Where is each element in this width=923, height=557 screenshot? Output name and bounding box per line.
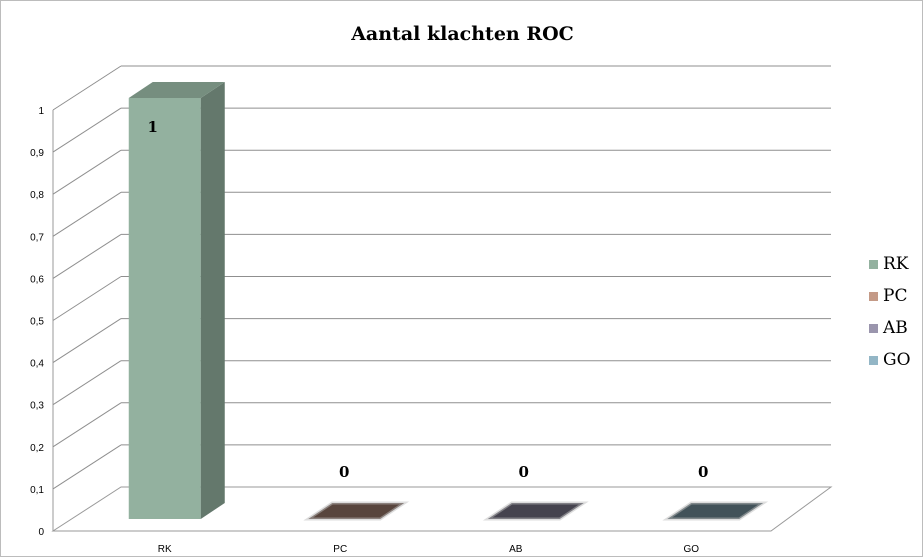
gridline-side [52,107,122,153]
bar-ab [482,501,589,521]
bar-pc [303,501,410,521]
data-label: 1 [148,118,158,136]
y-tick-label: 0,1 [30,485,44,496]
plot-walls [51,65,833,532]
gridline-side [52,233,122,279]
y-tick-label: 0,9 [30,148,44,159]
gridline-side [52,191,122,237]
legend-label: PC [883,286,908,306]
legend-swatch [869,259,878,269]
x-tick-label: RK [158,544,172,555]
legend-item-rk: RK [869,248,911,280]
y-axis-ticks: 0 0,1 0,2 0,3 0,4 0,5 0,6 0,7 0,8 0,9 1 [30,106,44,538]
legend-swatch [869,355,878,365]
gridline-side [52,318,122,364]
y-tick-label: 0,2 [30,443,44,454]
chart-title: Aantal klachten ROC [351,23,574,45]
x-tick-label: AB [509,544,523,555]
legend-swatch [869,291,878,301]
legend: RK PC AB GO [869,248,911,376]
legend-label: AB [883,318,908,338]
x-tick-label: GO [683,544,699,555]
bar-side-rk [200,82,225,519]
bar-front-rk [128,98,201,519]
x-axis-labels: RK PC AB GO [158,544,699,555]
gridline-side [52,149,122,195]
legend-label: RK [883,254,909,274]
gridline-side [52,276,122,321]
y-tick-label: 0,4 [30,359,44,370]
bar-top-rk [128,82,225,98]
y-tick-label: 1 [38,106,44,117]
y-tick-label: 0,7 [30,232,44,243]
bar-go [662,501,769,521]
y-tick-label: 0,6 [30,274,44,285]
bars [128,82,769,521]
x-tick-label: PC [333,544,347,555]
data-labels: 1 0 0 0 [148,118,709,481]
data-label: 0 [519,463,529,481]
legend-item-pc: PC [869,280,911,312]
legend-swatch [869,323,878,333]
floor [51,486,833,532]
gridline-side [52,402,122,448]
gridline-side [52,444,122,490]
gridline-side [52,65,122,111]
legend-item-ab: AB [869,312,911,344]
data-label: 0 [698,463,708,481]
y-tick-label: 0,3 [30,401,44,412]
legend-item-go: GO [869,344,911,376]
y-tick-label: 0,5 [30,317,44,328]
y-tick-label: 0 [38,527,44,538]
gridline-side [52,360,122,406]
legend-label: GO [883,350,911,370]
y-tick-label: 0,8 [30,190,44,201]
data-label: 0 [339,463,349,481]
